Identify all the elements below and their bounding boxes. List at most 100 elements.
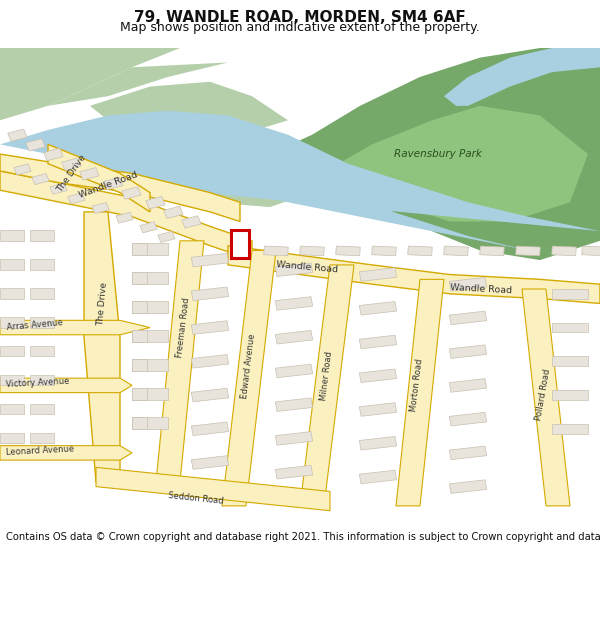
Polygon shape: [132, 243, 147, 255]
Polygon shape: [191, 422, 229, 436]
Polygon shape: [132, 359, 147, 371]
Text: Contains OS data © Crown copyright and database right 2021. This information is : Contains OS data © Crown copyright and d…: [6, 532, 600, 542]
Polygon shape: [0, 404, 24, 414]
Polygon shape: [132, 330, 168, 342]
Polygon shape: [449, 345, 487, 359]
Polygon shape: [449, 379, 487, 392]
Polygon shape: [300, 246, 324, 256]
Text: Wandle Road: Wandle Road: [276, 260, 338, 274]
Polygon shape: [449, 278, 487, 291]
Polygon shape: [50, 183, 67, 194]
Polygon shape: [336, 246, 360, 256]
Polygon shape: [164, 206, 183, 219]
Polygon shape: [30, 230, 54, 241]
Polygon shape: [359, 470, 397, 484]
Polygon shape: [449, 480, 487, 493]
Text: Wandle Road: Wandle Road: [78, 171, 139, 200]
Polygon shape: [264, 246, 288, 256]
Text: The Drive: The Drive: [95, 281, 109, 326]
Polygon shape: [26, 139, 45, 151]
Polygon shape: [275, 398, 313, 411]
Polygon shape: [132, 243, 168, 255]
Polygon shape: [122, 187, 141, 199]
Polygon shape: [275, 297, 313, 310]
Polygon shape: [408, 246, 432, 256]
Polygon shape: [96, 468, 330, 511]
Polygon shape: [32, 174, 49, 184]
Polygon shape: [132, 301, 168, 313]
Polygon shape: [228, 246, 600, 304]
Polygon shape: [552, 289, 588, 299]
Polygon shape: [270, 48, 600, 260]
Polygon shape: [132, 359, 168, 371]
Polygon shape: [552, 246, 576, 256]
Polygon shape: [30, 259, 54, 270]
Polygon shape: [48, 62, 228, 106]
Polygon shape: [444, 48, 600, 106]
Polygon shape: [92, 202, 109, 214]
Polygon shape: [275, 466, 313, 479]
Polygon shape: [372, 246, 396, 256]
Polygon shape: [0, 48, 180, 120]
Polygon shape: [0, 111, 600, 265]
Polygon shape: [449, 412, 487, 426]
Text: Wandle Road: Wandle Road: [450, 283, 512, 295]
Polygon shape: [44, 148, 63, 161]
Polygon shape: [140, 222, 157, 233]
Polygon shape: [0, 259, 24, 270]
Polygon shape: [552, 322, 588, 332]
Polygon shape: [30, 317, 54, 328]
Polygon shape: [359, 402, 397, 416]
Text: Arras Avenue: Arras Avenue: [6, 318, 63, 332]
Polygon shape: [0, 375, 24, 386]
Polygon shape: [0, 171, 252, 260]
Polygon shape: [359, 369, 397, 382]
Polygon shape: [0, 317, 24, 328]
Text: Map shows position and indicative extent of the property.: Map shows position and indicative extent…: [120, 21, 480, 34]
Polygon shape: [191, 388, 229, 402]
Polygon shape: [0, 432, 24, 443]
Polygon shape: [191, 287, 229, 301]
Polygon shape: [582, 246, 600, 256]
Text: Morton Road: Morton Road: [409, 358, 425, 412]
Polygon shape: [359, 335, 397, 349]
Polygon shape: [80, 168, 99, 180]
Polygon shape: [522, 289, 570, 506]
Text: The Drive: The Drive: [56, 152, 88, 194]
Polygon shape: [480, 246, 504, 256]
Polygon shape: [158, 231, 175, 242]
Polygon shape: [90, 82, 288, 135]
Polygon shape: [516, 246, 540, 256]
Polygon shape: [552, 424, 588, 434]
Polygon shape: [132, 388, 147, 400]
Polygon shape: [48, 144, 150, 212]
Text: Pollard Road: Pollard Road: [534, 369, 552, 422]
Polygon shape: [30, 375, 54, 386]
Polygon shape: [359, 301, 397, 315]
Polygon shape: [30, 346, 54, 356]
Polygon shape: [132, 417, 147, 429]
Polygon shape: [132, 272, 147, 284]
Polygon shape: [222, 251, 276, 506]
Polygon shape: [116, 212, 133, 223]
Polygon shape: [146, 196, 165, 209]
Polygon shape: [132, 272, 168, 284]
Polygon shape: [30, 432, 54, 443]
Polygon shape: [191, 321, 229, 334]
Polygon shape: [0, 321, 150, 335]
Polygon shape: [132, 417, 168, 429]
Text: 79, WANDLE ROAD, MORDEN, SM4 6AF: 79, WANDLE ROAD, MORDEN, SM4 6AF: [134, 9, 466, 24]
Polygon shape: [0, 154, 240, 221]
Text: Edward Avenue: Edward Avenue: [241, 333, 257, 399]
Text: Freeman Road: Freeman Road: [175, 297, 191, 358]
Polygon shape: [132, 388, 168, 400]
Polygon shape: [552, 390, 588, 400]
Polygon shape: [275, 263, 313, 276]
Text: Victory Avenue: Victory Avenue: [6, 377, 70, 389]
Polygon shape: [300, 265, 354, 506]
Polygon shape: [191, 253, 229, 267]
Polygon shape: [156, 241, 204, 482]
Polygon shape: [8, 129, 27, 141]
Polygon shape: [449, 446, 487, 459]
Polygon shape: [104, 177, 123, 189]
